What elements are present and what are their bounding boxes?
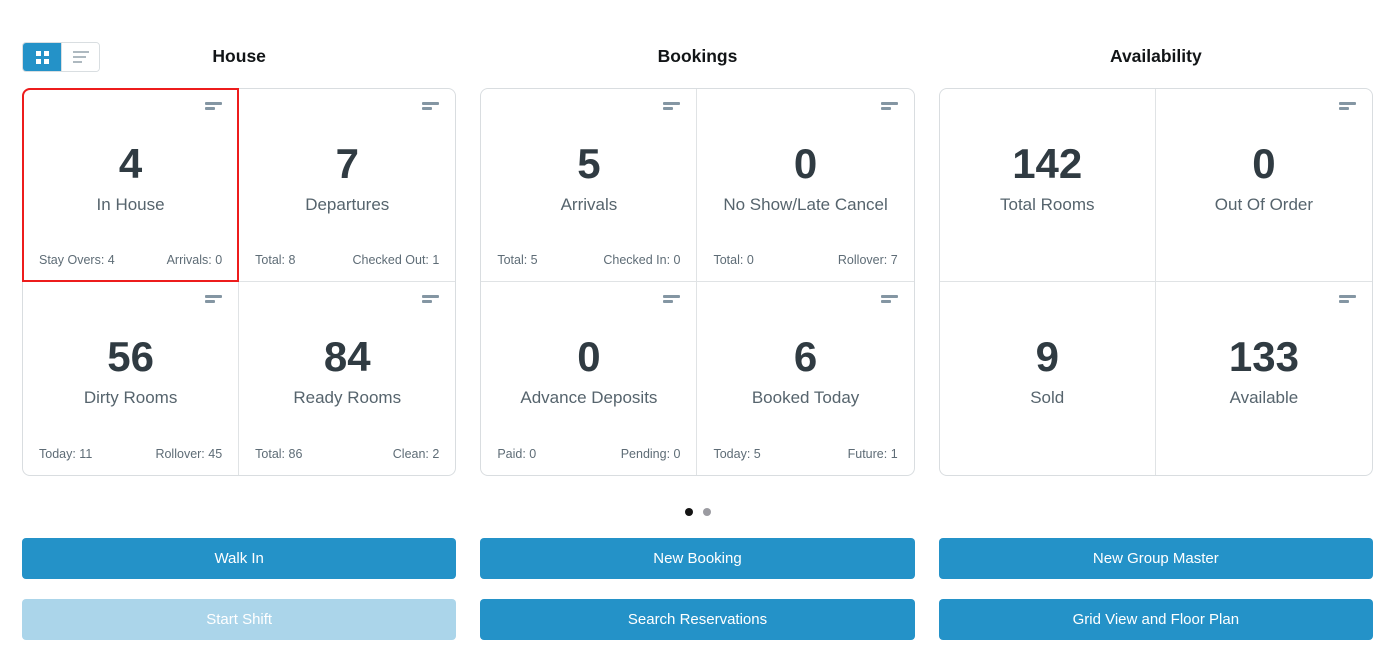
card-no-show-late-cancel[interactable]: 0 No Show/Late Cancel Total: 0 Rollover:… xyxy=(697,89,914,282)
card-stat-left: Today: 5 xyxy=(713,447,761,461)
card-label: Available xyxy=(1229,388,1299,407)
card-menu-icon[interactable] xyxy=(422,295,440,303)
card-label: Out Of Order xyxy=(1214,195,1314,214)
list-view-button[interactable] xyxy=(61,43,99,71)
card-footer: Total: 8 Checked Out: 1 xyxy=(255,253,439,267)
new-booking-button[interactable]: New Booking xyxy=(480,538,915,579)
card-value: 56 xyxy=(107,333,154,380)
card-label: No Show/Late Cancel xyxy=(723,195,888,214)
card-value: 142 xyxy=(1012,140,1083,187)
card-value: 4 xyxy=(118,140,143,187)
grid-view-floor-plan-button[interactable]: Grid View and Floor Plan xyxy=(938,599,1373,640)
card-stat-right: Future: 1 xyxy=(847,447,898,461)
new-group-master-button[interactable]: New Group Master xyxy=(938,538,1373,579)
card-stat-right: Clean: 2 xyxy=(392,447,440,461)
section-title-house: House xyxy=(212,46,266,66)
card-label: Departures xyxy=(305,195,390,214)
card-menu-icon[interactable] xyxy=(1339,295,1356,303)
card-label: Arrivals xyxy=(560,195,618,214)
pagination-dot-2[interactable] xyxy=(702,508,711,516)
card-total-rooms[interactable]: 142 Total Rooms xyxy=(939,89,1156,282)
card-footer: Today: 11 Rollover: 45 xyxy=(39,447,222,461)
card-advance-deposits[interactable]: 0 Advance Deposits Paid: 0 Pending: 0 xyxy=(481,282,698,475)
card-value: 0 xyxy=(577,333,601,380)
grid-icon xyxy=(35,50,49,64)
walk-in-button[interactable]: Walk In xyxy=(22,538,457,579)
card-footer: Today: 5 Future: 1 xyxy=(713,447,897,461)
card-value: 6 xyxy=(793,333,818,380)
card-departures[interactable]: 7 Departures Total: 8 Checked Out: 1 xyxy=(239,89,456,282)
card-label: Advance Deposits xyxy=(520,388,658,407)
card-menu-icon[interactable] xyxy=(205,102,223,110)
card-stat-left: Total: 5 xyxy=(497,253,538,267)
card-label: Booked Today xyxy=(751,388,860,407)
section-availability: 142 Total Rooms 0 Out Of Order 9 Sold 13… xyxy=(938,88,1373,476)
card-footer: Paid: 0 Pending: 0 xyxy=(497,447,680,461)
card-footer: Total: 5 Checked In: 0 xyxy=(497,253,680,267)
card-value: 0 xyxy=(1252,140,1276,187)
card-label: Dirty Rooms xyxy=(83,388,178,407)
card-stat-right: Pending: 0 xyxy=(620,447,681,461)
card-ready-rooms[interactable]: 84 Ready Rooms Total: 86 Clean: 2 xyxy=(239,282,456,475)
card-stat-right: Checked In: 0 xyxy=(603,253,681,267)
card-stat-right: Rollover: 7 xyxy=(837,253,898,267)
card-available[interactable]: 133 Available xyxy=(1155,282,1372,475)
card-stat-right: Checked Out: 1 xyxy=(352,253,440,267)
card-footer: Total: 86 Clean: 2 xyxy=(255,447,439,461)
header-row: House Bookings Availability xyxy=(22,42,1373,72)
card-stat-left: Stay Overs: 4 xyxy=(39,253,115,267)
section-headers: House Bookings Availability xyxy=(22,42,1373,70)
card-sold[interactable]: 9 Sold xyxy=(939,282,1156,475)
card-value: 0 xyxy=(793,140,818,187)
action-buttons: Walk In New Booking New Group Master Sta… xyxy=(22,538,1373,640)
card-menu-icon[interactable] xyxy=(1339,102,1356,110)
card-menu-icon[interactable] xyxy=(880,295,898,303)
start-shift-button[interactable]: Start Shift xyxy=(22,599,457,640)
card-footer: Stay Overs: 4 Arrivals: 0 xyxy=(39,253,222,267)
dashboard-page: House Bookings Availability 4 In House S… xyxy=(0,42,1397,667)
card-out-of-order[interactable]: 0 Out Of Order xyxy=(1155,89,1372,282)
card-stat-right: Rollover: 45 xyxy=(155,447,223,461)
card-menu-icon[interactable] xyxy=(663,102,681,110)
card-footer: Total: 0 Rollover: 7 xyxy=(713,253,897,267)
section-house: 4 In House Stay Overs: 4 Arrivals: 0 7 D… xyxy=(21,88,457,476)
card-value: 133 xyxy=(1228,333,1299,380)
card-arrivals[interactable]: 5 Arrivals Total: 5 Checked In: 0 xyxy=(481,89,698,282)
card-menu-icon[interactable] xyxy=(205,295,223,303)
card-stat-left: Total: 86 xyxy=(255,447,303,461)
card-label: Sold xyxy=(1030,388,1065,407)
card-dirty-rooms[interactable]: 56 Dirty Rooms Today: 11 Rollover: 45 xyxy=(23,282,240,475)
section-bookings: 5 Arrivals Total: 5 Checked In: 0 0 No S… xyxy=(480,88,915,476)
card-stat-left: Today: 11 xyxy=(39,447,93,461)
card-value: 9 xyxy=(1035,333,1059,380)
list-lines-icon xyxy=(72,51,89,63)
stat-card-sections: 4 In House Stay Overs: 4 Arrivals: 0 7 D… xyxy=(21,88,1373,476)
section-title-bookings: Bookings xyxy=(657,46,738,66)
card-stat-left: Total: 8 xyxy=(255,253,296,267)
card-in-house[interactable]: 4 In House Stay Overs: 4 Arrivals: 0 xyxy=(21,88,240,282)
card-value: 5 xyxy=(577,140,601,187)
card-booked-today[interactable]: 6 Booked Today Today: 5 Future: 1 xyxy=(697,282,914,475)
view-mode-toggle xyxy=(22,42,100,72)
card-stat-right: Arrivals: 0 xyxy=(166,253,223,267)
search-reservations-button[interactable]: Search Reservations xyxy=(480,599,915,640)
card-value: 84 xyxy=(323,333,371,380)
card-label: Total Rooms xyxy=(1000,195,1095,214)
section-title-availability: Availability xyxy=(1109,46,1202,66)
grid-view-button[interactable] xyxy=(23,43,61,71)
card-value: 7 xyxy=(335,140,359,187)
card-label: Ready Rooms xyxy=(293,388,402,407)
card-menu-icon[interactable] xyxy=(663,295,681,303)
carousel-pagination xyxy=(22,508,1373,516)
card-label: In House xyxy=(96,195,165,214)
pagination-dot-1[interactable] xyxy=(684,508,693,516)
card-stat-left: Total: 0 xyxy=(713,253,754,267)
card-menu-icon[interactable] xyxy=(880,102,898,110)
card-stat-left: Paid: 0 xyxy=(497,447,537,461)
card-menu-icon[interactable] xyxy=(422,102,440,110)
